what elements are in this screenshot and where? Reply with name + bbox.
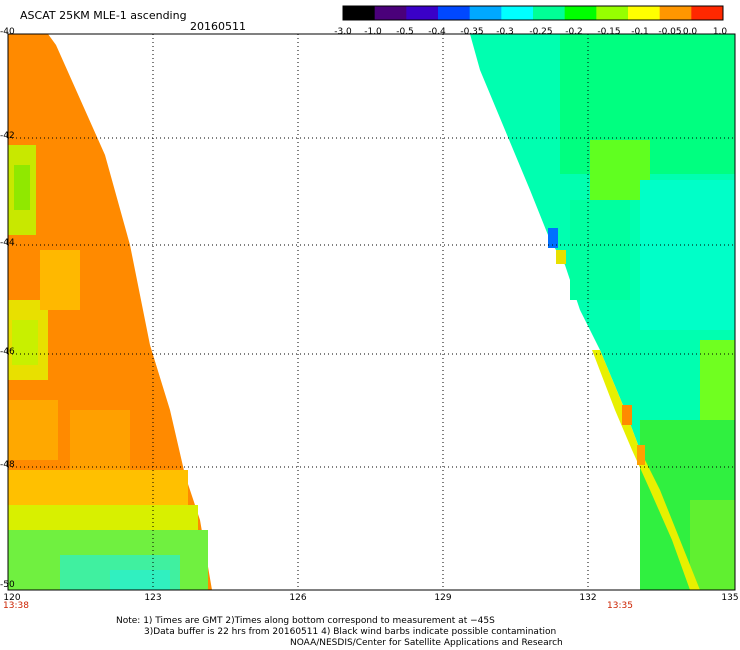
right-swath (470, 34, 735, 590)
colorbar-segment (501, 6, 534, 20)
colorbar-tick: -1.0 (364, 27, 382, 37)
lon-label: 135 (721, 593, 739, 603)
colorbar-segment (533, 6, 566, 20)
colorbar-tick: -0.1 (631, 27, 649, 37)
colorbar (342, 5, 724, 21)
lat-label: -40 (0, 27, 15, 37)
colorbar-segment (406, 6, 439, 20)
colorbar-border (342, 5, 724, 21)
colorbar-segment (374, 6, 407, 20)
lat-label: -50 (0, 580, 15, 590)
time-left: 13:38 (3, 601, 29, 611)
lat-label: -46 (0, 347, 15, 357)
colorbar-tick: 0.0 (682, 27, 698, 37)
colorbar-segment (343, 6, 376, 20)
colorbar-tick: -3.0 (334, 27, 352, 37)
colorbar-tick: -0.4 (428, 27, 446, 37)
lon-label: 126 (289, 593, 307, 603)
lon-label: 129 (434, 593, 452, 603)
colorbar-segment (596, 6, 629, 20)
colorbar-segment (564, 6, 597, 20)
product-date: 20160511 (190, 20, 246, 33)
lat-label: -42 (0, 131, 15, 141)
note-line-1: Note: 1) Times are GMT 2)Times along bot… (116, 616, 495, 626)
left-swath (8, 34, 212, 590)
colorbar-segment (469, 6, 502, 20)
colorbar-tick: -0.05 (658, 27, 682, 37)
colorbar-tick: -0.25 (529, 27, 553, 37)
colorbar-tick: -0.15 (597, 27, 621, 37)
colorbar-tick: -0.35 (460, 27, 484, 37)
colorbar-segment (691, 6, 724, 20)
colorbar-segment (659, 6, 692, 20)
lat-label: -44 (0, 238, 15, 248)
note-line-2: 3)Data buffer is 22 hrs from 20160511 4)… (144, 627, 557, 637)
colorbar-segment (438, 6, 471, 20)
lat-label: -48 (0, 460, 15, 470)
lon-label: 123 (144, 593, 162, 603)
product-title: ASCAT 25KM MLE-1 ascending (20, 9, 187, 22)
grid (8, 34, 735, 590)
lon-label: 120 (3, 593, 21, 603)
colorbar-segment (628, 6, 661, 20)
colorbar-tick: -0.2 (565, 27, 583, 37)
colorbar-tick: -0.3 (496, 27, 514, 37)
time-right: 13:35 (607, 601, 633, 611)
colorbar-tick: 1.0 (712, 27, 728, 37)
lon-label: 132 (579, 593, 597, 603)
colorbar-tick: -0.5 (396, 27, 414, 37)
note-line-3: NOAA/NESDIS/Center for Satellite Applica… (290, 638, 563, 648)
